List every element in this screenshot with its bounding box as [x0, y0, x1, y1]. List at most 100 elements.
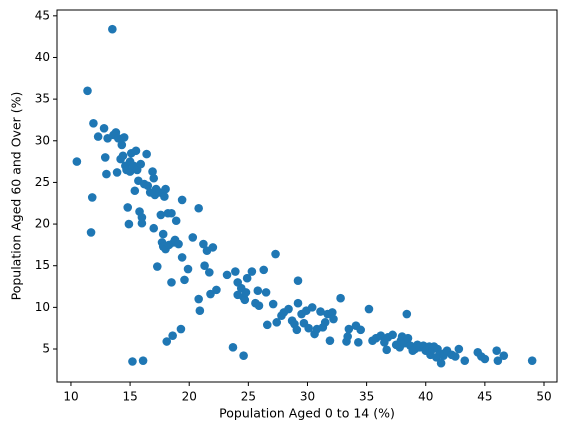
point — [241, 288, 251, 297]
point — [161, 184, 170, 194]
point — [240, 295, 250, 305]
point — [284, 304, 293, 314]
y-tick-label: 35 — [35, 92, 50, 106]
point — [325, 336, 335, 345]
x-tick-label: 35 — [359, 390, 374, 404]
point — [239, 351, 248, 360]
point — [118, 151, 128, 161]
point — [99, 123, 109, 133]
point — [271, 249, 280, 259]
point — [149, 223, 159, 233]
point — [450, 352, 460, 361]
point — [156, 210, 166, 220]
point — [171, 216, 181, 226]
y-tick-label: 5 — [42, 342, 50, 356]
point — [167, 278, 176, 287]
point — [307, 303, 317, 312]
point — [272, 318, 282, 327]
y-tick-label: 30 — [35, 133, 50, 147]
y-tick-label: 15 — [35, 258, 50, 272]
point — [436, 358, 446, 368]
x-tick-label: 25 — [241, 390, 256, 404]
point — [183, 264, 193, 274]
point — [320, 318, 330, 327]
point — [199, 239, 208, 249]
point — [261, 288, 271, 297]
point — [167, 208, 176, 218]
point — [194, 294, 203, 304]
y-tick-label: 25 — [35, 175, 50, 189]
point — [328, 308, 337, 317]
point — [254, 301, 264, 311]
point — [336, 293, 345, 303]
point — [205, 268, 214, 277]
point — [253, 286, 263, 296]
x-tick-label: 20 — [182, 390, 197, 404]
point — [148, 167, 157, 176]
point — [158, 229, 168, 239]
x-tick-label: 40 — [418, 390, 433, 404]
point — [527, 356, 537, 365]
point — [316, 307, 325, 316]
y-tick-label: 40 — [35, 50, 50, 64]
point — [131, 146, 141, 156]
point — [194, 203, 203, 213]
point — [108, 24, 117, 34]
x-tick-label: 10 — [63, 390, 78, 404]
point — [177, 253, 187, 262]
point — [123, 203, 133, 212]
point — [130, 186, 140, 196]
point — [89, 118, 98, 128]
point — [152, 262, 162, 271]
point — [177, 195, 187, 205]
point — [142, 149, 151, 159]
x-tick-label: 50 — [536, 390, 551, 404]
point — [222, 270, 232, 280]
point — [344, 324, 354, 334]
point — [137, 218, 147, 228]
point — [454, 344, 464, 354]
point — [117, 140, 127, 150]
point — [343, 332, 352, 341]
point — [268, 299, 278, 309]
point — [160, 192, 169, 201]
point — [292, 325, 302, 335]
point — [262, 320, 272, 330]
point — [402, 309, 412, 319]
point — [174, 239, 183, 249]
point — [100, 153, 110, 162]
point — [208, 243, 218, 252]
y-tick-label: 10 — [35, 300, 50, 314]
point — [231, 267, 240, 276]
point — [87, 193, 97, 202]
point — [293, 276, 303, 286]
point — [356, 325, 365, 335]
point — [138, 356, 148, 365]
point — [128, 357, 137, 366]
point — [293, 298, 303, 308]
point — [72, 157, 82, 166]
point — [304, 323, 313, 333]
x-tick-label: 45 — [477, 390, 492, 404]
point — [403, 333, 413, 343]
point — [149, 173, 159, 183]
point — [176, 324, 186, 334]
point — [480, 354, 490, 364]
x-axis-title: Population Aged 0 to 14 (%) — [219, 406, 395, 421]
x-tick-label: 15 — [122, 390, 137, 404]
point — [180, 275, 189, 285]
point — [143, 181, 153, 191]
point — [119, 133, 129, 142]
point — [102, 169, 111, 179]
point — [493, 356, 503, 365]
point — [188, 233, 198, 242]
point — [376, 331, 386, 340]
y-axis-title: Population Aged 60 and Over (%) — [9, 92, 24, 301]
point — [83, 86, 92, 96]
x-tick-label: 30 — [300, 390, 315, 404]
point — [499, 351, 509, 360]
point — [112, 168, 122, 177]
point — [259, 265, 269, 275]
point — [93, 132, 103, 141]
